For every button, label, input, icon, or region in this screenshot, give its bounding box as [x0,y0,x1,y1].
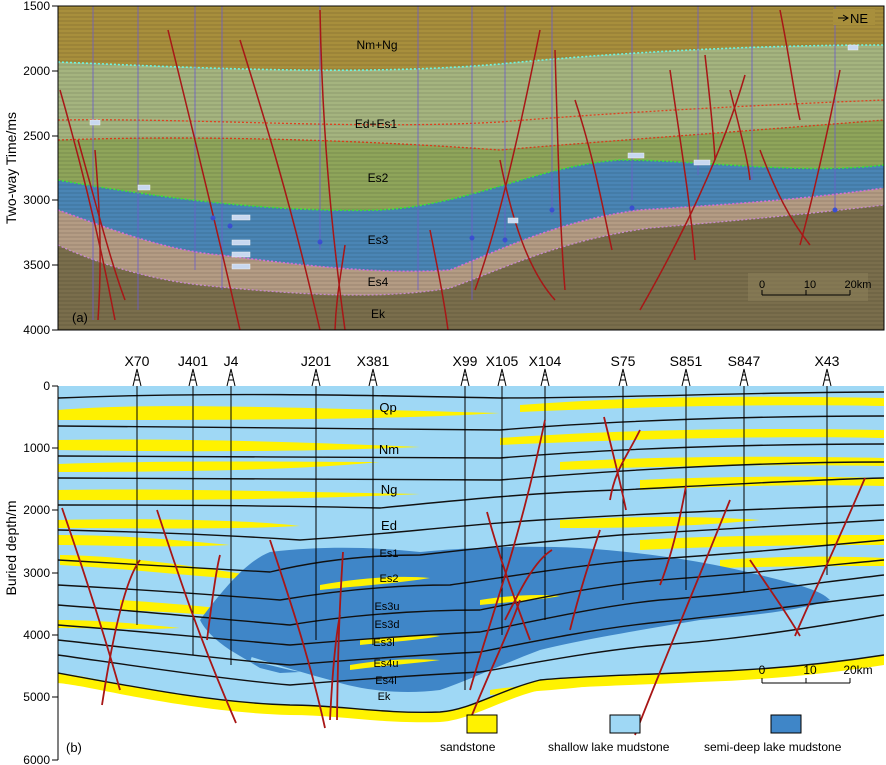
direction-label: NE [850,11,868,26]
section-body [58,386,884,762]
panel-a-ylabel: Two-way Time/ms [3,112,19,224]
scale-tick: 10 [803,663,817,677]
well-derrick-icon [132,368,142,387]
panel-b-geological-section: 0 1000 2000 3000 4000 5000 6000 Buried d… [3,353,884,765]
scale-tick: 0 [759,279,765,291]
panel-a-unit-label: Ek [371,307,386,321]
panel-a-scale-bar: 0 10 20km [748,273,871,301]
section-faults [61,416,866,736]
panel-a-unit-label: Es4 [368,275,389,289]
panel-b-unit-label: Ng [381,482,398,497]
panel-a-unit-label: Es3 [368,233,389,247]
well-derrick-icon [226,368,236,387]
panel-b-ytick: 5000 [23,690,50,704]
panel-b-unit-label: Qp [379,400,396,415]
panel-b-unit-label: Ed [381,518,397,533]
legend-swatch-sandstone [466,714,498,734]
well-label: X70 [125,353,150,369]
scale-tick: 20km [845,279,872,291]
panel-b-ytick: 6000 [23,753,50,765]
well-label: X381 [357,353,390,369]
panel-a-ytick: 1500 [23,0,50,13]
panel-a-ytick: 2500 [23,129,50,143]
panel-b-unit-label: Es4l [375,675,396,687]
panel-a-unit-label: Ed+Es1 [355,117,398,131]
legend-swatch-semi-deep-lake-mudstone [770,714,802,734]
legend-label: semi-deep lake mudstone [704,740,842,754]
panel-b-unit-label: Nm [379,442,399,457]
panel-a-seismic-section: 1500 2000 2500 3000 3500 4000 Two-way Ti… [3,0,885,337]
well-derrick-icon [822,368,832,387]
panel-b-tag: (b) [66,740,82,755]
panel-a-y-axis: 1500 2000 2500 3000 3500 4000 Two-way Ti… [3,0,59,337]
well-label: X43 [815,353,840,369]
panel-a-unit-label: Nm+Ng [356,38,397,52]
panel-a-ytick: 3500 [23,258,50,272]
well-label: S847 [728,353,761,369]
seismic-image [58,6,884,330]
ne-direction-indicator: NE [833,9,875,26]
well-label: S851 [670,353,703,369]
legend-swatch-shallow-lake-mudstone [609,714,641,734]
panel-a-unit-label: Es2 [368,171,389,185]
seismic-well-markers [210,205,838,245]
panel-b-ytick: 2000 [23,503,50,517]
panel-b-ytick: 4000 [23,628,50,642]
legend-label: shallow lake mudstone [548,740,670,754]
panel-b-unit-label: Es4u [373,658,398,670]
well-derrick-icon [618,368,628,387]
panel-b-unit-label: Es3u [374,601,399,613]
well-derrick-icon [497,368,507,387]
panel-a-ytick: 3000 [23,193,50,207]
panel-b-unit-label: Es3l [373,637,394,649]
panel-b-ylabel: Buried depth/m [3,501,19,596]
basal-sandstone-band [58,655,884,723]
well-derrick-icon [368,368,378,387]
panel-b-ytick: 0 [43,379,50,393]
panel-b-unit-label: Es3d [374,619,399,631]
well-label: S75 [611,353,636,369]
well-derrick-icon [460,368,470,387]
panel-a-ytick: 4000 [23,323,50,337]
well-derrick-icon [188,368,198,387]
seismic-faults [59,9,841,330]
panel-b-unit-label: Es1 [380,548,399,560]
well-label: X99 [453,353,478,369]
well-derrick-icon [681,368,691,387]
well-derrick-icon [739,368,749,387]
scale-tick: 0 [759,663,766,677]
scale-tick: 10 [804,279,816,291]
panel-b-unit-label: Es2 [380,573,399,585]
well-label: J201 [301,353,332,369]
well-headers: X70 J401 J4 J201 X381 X99 X105 X104 S75 … [125,353,840,387]
well-derrick-icon [540,368,550,387]
scale-tick: 20km [843,663,872,677]
panel-b-ytick: 1000 [23,441,50,455]
legend-label: sandstone [440,740,496,754]
legend: sandstone shallow lake mudstone semi-dee… [440,714,842,754]
panel-a-tag: (a) [72,310,88,325]
panel-b-scale-bar: 0 10 20km [759,663,873,684]
well-label: J401 [178,353,209,369]
well-label: X104 [529,353,562,369]
seismic-well-tags [89,44,859,270]
panel-a-ytick: 2000 [23,64,50,78]
panel-b-ytick: 3000 [23,566,50,580]
panel-b-y-axis: 0 1000 2000 3000 4000 5000 6000 Buried d… [3,379,59,765]
panel-b-unit-label: Ek [378,691,391,703]
well-derrick-icon [311,368,321,387]
well-label: J4 [224,353,239,369]
well-label: X105 [486,353,519,369]
seismic-well-traces [92,6,836,320]
